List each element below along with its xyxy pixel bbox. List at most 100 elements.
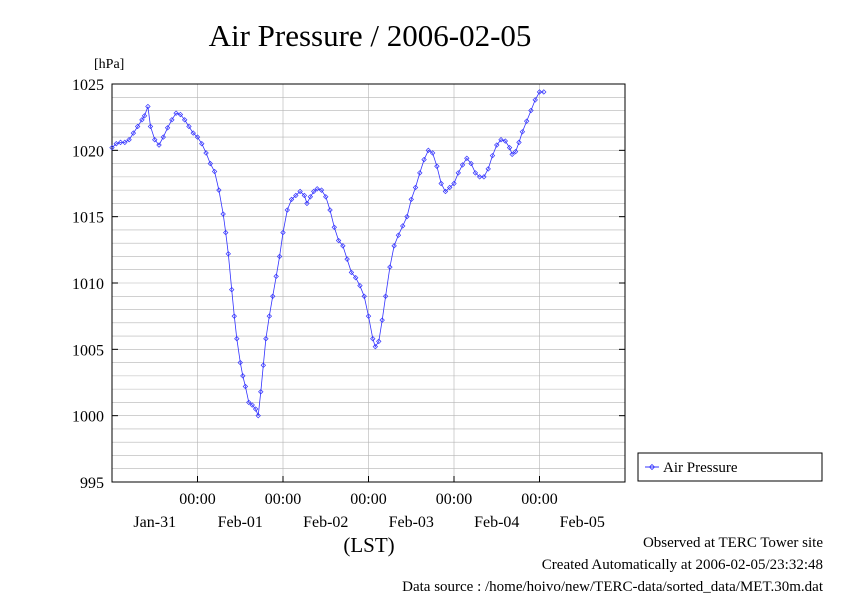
footer-created: Created Automatically at 2006-02-05/23:3…: [541, 557, 823, 573]
data-point: [223, 229, 229, 236]
data-point: [421, 156, 427, 163]
data-point: [216, 187, 222, 193]
x-tick-label: 00:00: [350, 491, 386, 508]
data-point: [134, 123, 141, 130]
data-point: [130, 130, 137, 136]
y-tick-label: 1000: [72, 409, 104, 426]
data-point: [434, 163, 440, 169]
data-point: [541, 89, 547, 95]
data-point: [372, 343, 379, 350]
grid: [112, 84, 625, 482]
data-point: [489, 152, 496, 159]
data-point: [220, 211, 226, 217]
y-tick-label: 1010: [72, 276, 104, 293]
series-air-pressure: [109, 89, 547, 419]
data-point: [273, 273, 279, 280]
x-axis-label: (LST): [343, 533, 394, 557]
y-tick-label: 1005: [72, 342, 104, 359]
data-point: [242, 383, 249, 390]
data-point: [481, 174, 487, 180]
data-point: [523, 118, 530, 124]
data-point: [240, 373, 246, 379]
data-point: [122, 139, 128, 146]
data-point: [404, 213, 410, 220]
data-point: [113, 141, 119, 147]
data-point: [263, 336, 269, 342]
footer-source: Data source : /home/hoivo/new/TERC-data/…: [402, 579, 823, 595]
chart-title: Air Pressure / 2006-02-05: [209, 18, 532, 53]
data-point: [370, 336, 376, 342]
data-point: [476, 174, 483, 180]
data-point: [509, 151, 515, 158]
data-point: [169, 117, 175, 123]
data-point: [494, 142, 500, 148]
data-point: [400, 223, 406, 229]
data-point: [344, 256, 350, 262]
data-point: [297, 188, 303, 195]
data-point: [429, 150, 436, 156]
data-point: [447, 184, 453, 191]
data-point: [301, 192, 308, 199]
data-point: [459, 162, 466, 168]
data-point: [234, 336, 240, 342]
data-point: [528, 107, 534, 114]
data-point: [502, 138, 508, 144]
data-point: [255, 412, 261, 419]
x-date-label: Feb-03: [389, 514, 434, 531]
data-point: [506, 144, 513, 151]
x-tick-label: 00:00: [521, 491, 557, 508]
y-tick-label: 1025: [72, 77, 104, 94]
data-point: [331, 224, 337, 230]
data-point: [190, 130, 196, 136]
data-point: [147, 123, 154, 130]
data-point: [387, 264, 393, 270]
data-point: [485, 166, 491, 172]
footer-observed: Observed at TERC Tower site: [642, 535, 823, 551]
x-tick-label: 00:00: [179, 491, 215, 508]
y-tick-label: 1015: [72, 210, 104, 227]
data-point: [258, 389, 264, 395]
data-point: [288, 196, 295, 203]
x-tick-label: 00:00: [436, 491, 472, 508]
data-point: [207, 160, 214, 167]
data-point: [408, 196, 414, 203]
data-point: [425, 147, 432, 154]
data-point: [139, 117, 145, 123]
data-point: [519, 129, 526, 135]
data-point: [442, 188, 449, 195]
data-point: [252, 406, 259, 412]
data-point: [395, 232, 402, 238]
data-point: [246, 399, 252, 406]
data-point: [270, 293, 276, 299]
data-point: [516, 139, 522, 146]
data-point: [199, 141, 205, 147]
data-point: [307, 194, 314, 200]
data-point: [498, 137, 504, 143]
data-point: [311, 188, 317, 195]
y-axis: 995 1000 1005 1010 1015 1020 1025: [72, 77, 625, 492]
data-point: [468, 160, 474, 167]
legend-box: [637, 452, 823, 482]
data-point: [284, 207, 290, 213]
data-point: [237, 359, 243, 366]
data-point: [327, 207, 333, 213]
data-point: [455, 170, 461, 176]
data-point: [304, 200, 310, 207]
data-point: [314, 186, 320, 192]
data-point: [145, 103, 151, 110]
legend: Air Pressure: [637, 452, 823, 482]
data-point: [231, 313, 237, 319]
data-point: [365, 313, 372, 319]
y-tick-label: 1020: [72, 143, 104, 160]
data-point: [472, 170, 479, 176]
data-point: [117, 139, 124, 146]
data-point: [280, 229, 286, 236]
data-point: [318, 187, 325, 193]
x-date-label: Feb-05: [560, 514, 605, 531]
data-point: [323, 194, 329, 200]
legend-marker: [648, 463, 656, 471]
x-tick-label: 00:00: [265, 491, 301, 508]
data-point: [141, 113, 148, 119]
